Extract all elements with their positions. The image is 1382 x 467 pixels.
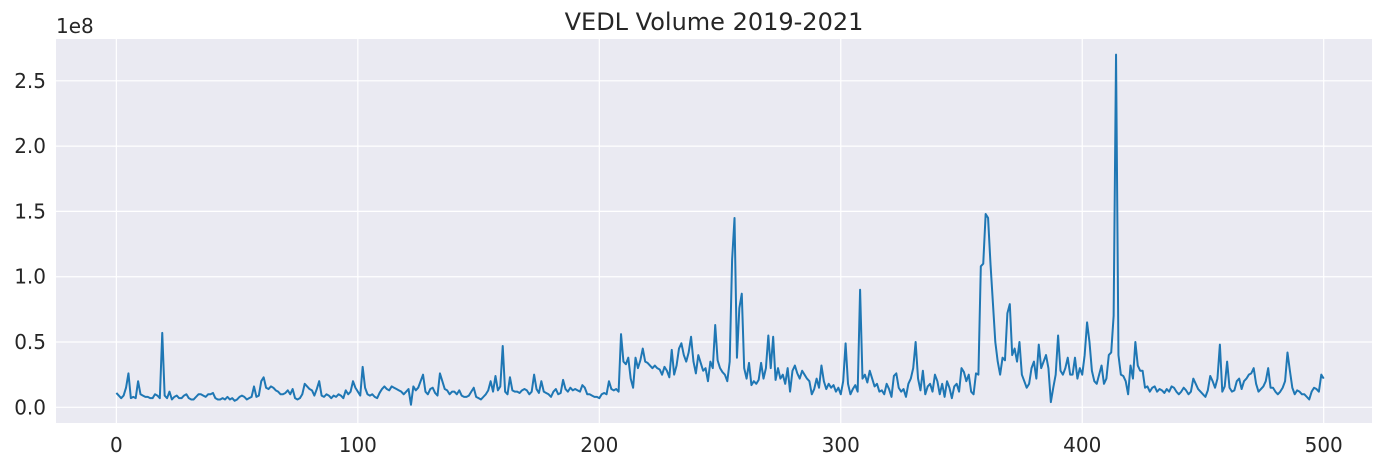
x-tick-label: 0	[110, 433, 123, 457]
x-tick-label: 100	[339, 433, 377, 457]
y-tick-label: 0.0	[14, 395, 46, 419]
x-tick-label: 300	[822, 433, 860, 457]
x-tick-label: 200	[580, 433, 618, 457]
series-line-volume	[115, 53, 1325, 406]
y-tick-label: 0.5	[14, 330, 46, 354]
x-gridlines	[115, 39, 1325, 423]
y-gridlines	[56, 80, 1372, 408]
x-tick-label: 400	[1063, 433, 1101, 457]
x-tick-label: 500	[1305, 433, 1343, 457]
plot-area	[56, 39, 1372, 423]
y-tick-label: 2.0	[14, 134, 46, 158]
y-tick-label: 2.5	[14, 69, 46, 93]
chart-title: VEDL Volume 2019-2021	[565, 8, 864, 36]
x-tick-labels: 0 100 200 300 400 500	[110, 433, 1343, 457]
y-tick-label: 1.0	[14, 265, 46, 289]
y-tick-label: 1.5	[14, 199, 46, 223]
y-offset-label: 1e8	[56, 14, 94, 38]
y-tick-labels: 0.0 0.5 1.0 1.5 2.0 2.5	[14, 69, 46, 420]
